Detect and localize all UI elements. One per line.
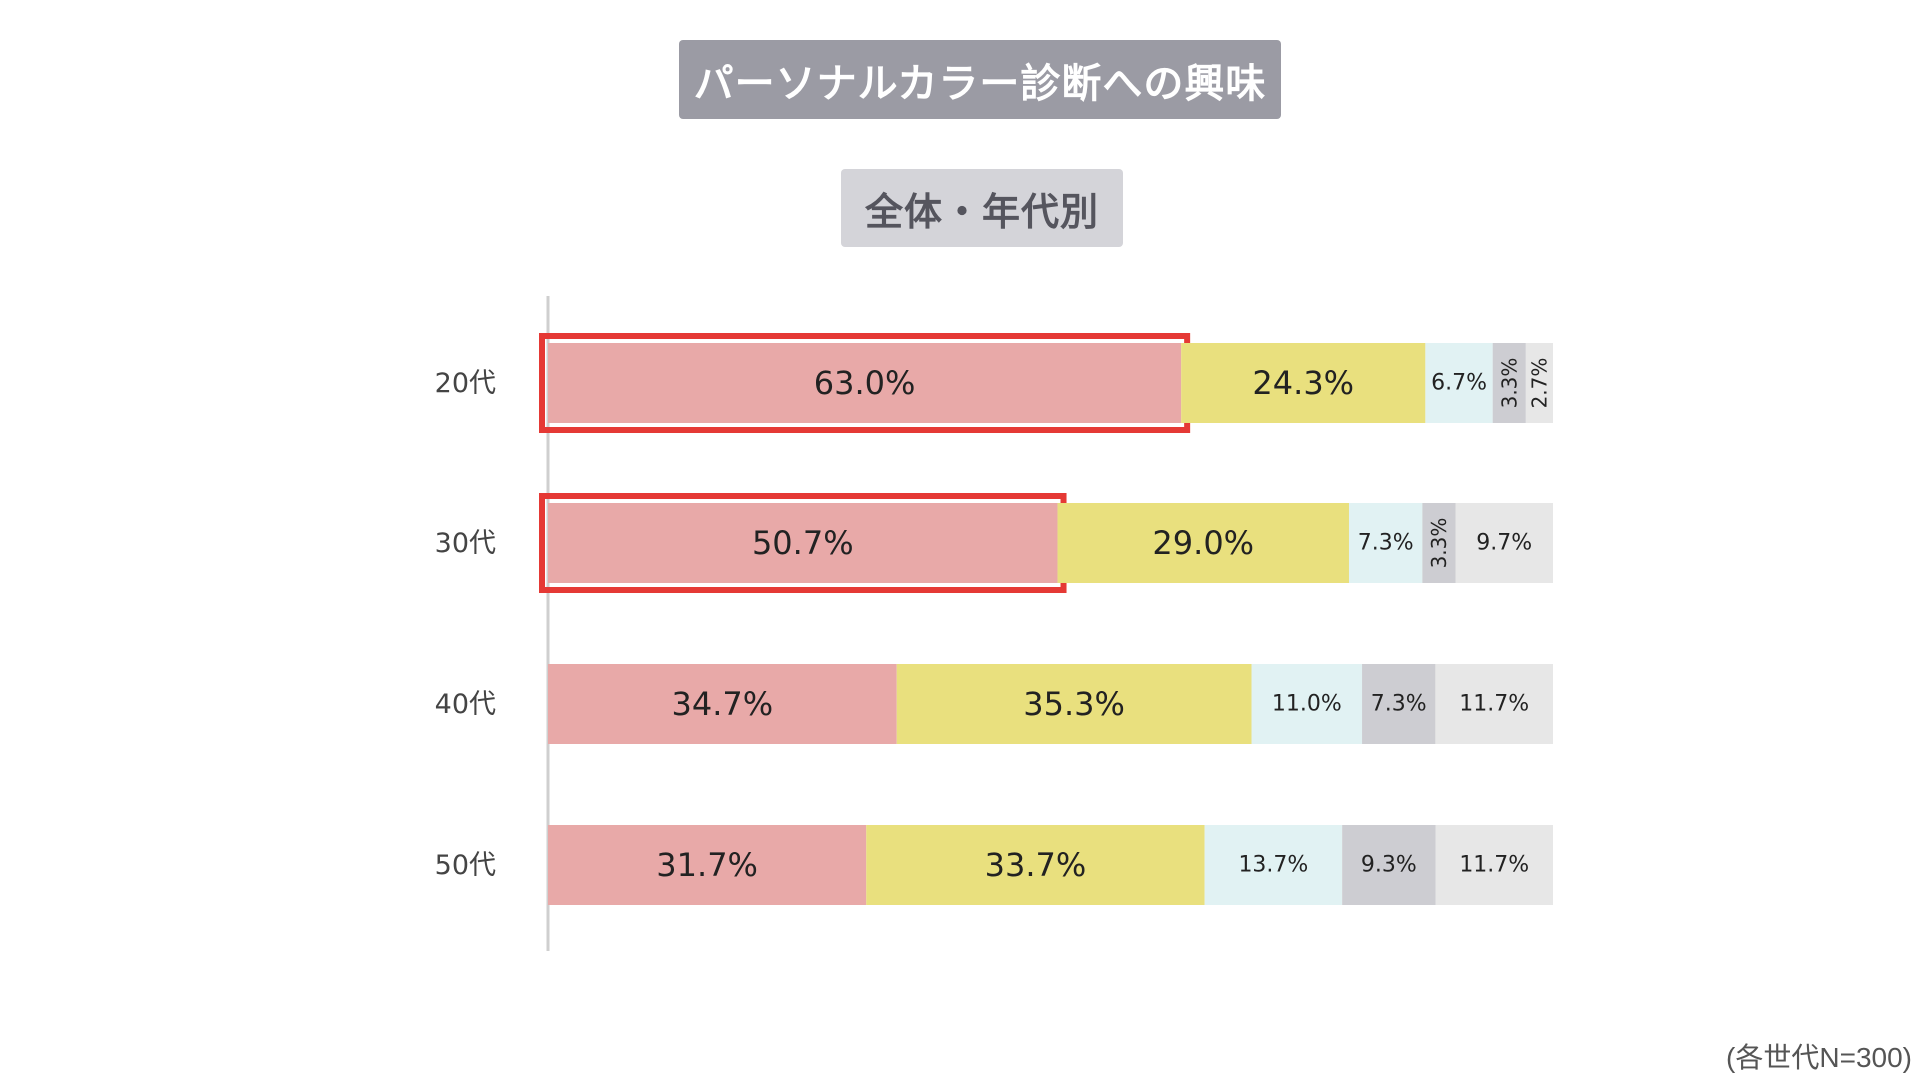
bar-segment bbox=[548, 503, 1058, 583]
sample-size-note: (各世代N=300) bbox=[1726, 1042, 1912, 1073]
bar-segment bbox=[1204, 825, 1343, 905]
bar-segment bbox=[1492, 343, 1526, 423]
data-label: 7.3% bbox=[1358, 531, 1414, 556]
bar-segment bbox=[1348, 503, 1423, 583]
category-label: 30代 bbox=[435, 528, 496, 559]
data-label: 11.0% bbox=[1272, 692, 1342, 717]
data-label: 2.7% bbox=[1527, 358, 1551, 409]
data-label: 11.7% bbox=[1459, 692, 1529, 717]
bar-segment bbox=[548, 343, 1182, 423]
bar-segment bbox=[1181, 343, 1426, 423]
category-label: 40代 bbox=[435, 689, 496, 720]
chart-title: パーソナルカラー診断への興味 bbox=[679, 40, 1281, 119]
data-label: 9.3% bbox=[1361, 853, 1417, 878]
bar-segment bbox=[896, 664, 1252, 744]
data-label: 7.3% bbox=[1371, 692, 1427, 717]
data-label: 24.3% bbox=[1252, 364, 1354, 402]
data-label: 31.7% bbox=[656, 846, 758, 884]
data-label: 3.3% bbox=[1427, 518, 1451, 569]
data-label: 29.0% bbox=[1152, 524, 1254, 562]
bar-segment bbox=[866, 825, 1205, 905]
bar-segment bbox=[1342, 825, 1436, 905]
bar-segment bbox=[1525, 343, 1553, 423]
bar-segment bbox=[1251, 664, 1363, 744]
data-label: 63.0% bbox=[814, 364, 916, 402]
data-label: 11.7% bbox=[1459, 853, 1529, 878]
bar-segment bbox=[1435, 664, 1553, 744]
category-label: 50代 bbox=[435, 850, 496, 881]
category-label: 20代 bbox=[435, 368, 496, 399]
data-label: 34.7% bbox=[672, 685, 774, 723]
bar-segment bbox=[1435, 825, 1553, 905]
chart-subtitle: 全体・年代別 bbox=[841, 169, 1123, 247]
data-label: 13.7% bbox=[1238, 853, 1308, 878]
data-label: 3.3% bbox=[1497, 358, 1521, 409]
bar-segment bbox=[1362, 664, 1436, 744]
bar-segment bbox=[1425, 343, 1493, 423]
bar-segment bbox=[1455, 503, 1553, 583]
data-label: 9.7% bbox=[1476, 531, 1532, 556]
bar-segment bbox=[1422, 503, 1456, 583]
data-label: 33.7% bbox=[985, 846, 1087, 884]
data-label: 50.7% bbox=[752, 524, 854, 562]
bar-segment bbox=[1057, 503, 1349, 583]
data-label: 6.7% bbox=[1431, 371, 1487, 396]
bar-segment bbox=[548, 825, 867, 905]
data-label: 35.3% bbox=[1023, 685, 1125, 723]
bar-segment bbox=[548, 664, 897, 744]
